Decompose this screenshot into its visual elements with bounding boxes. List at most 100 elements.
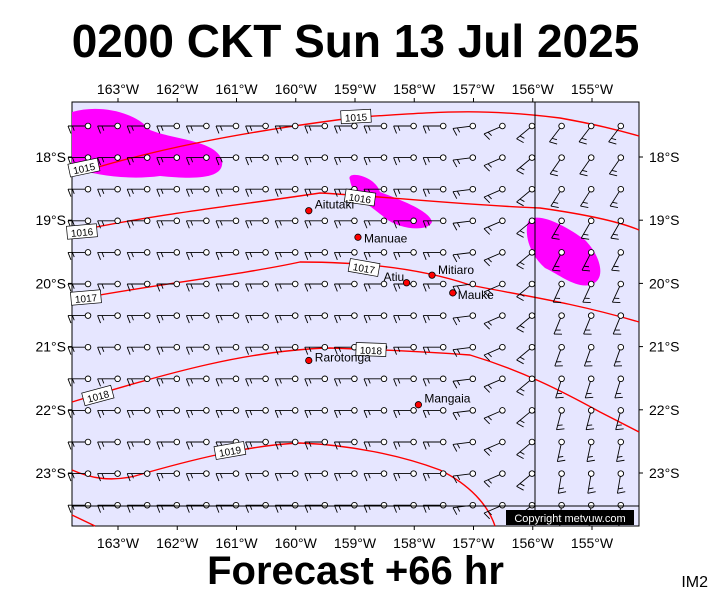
wind-barb: [67, 249, 92, 261]
isobar-line: [71, 514, 96, 527]
wind-barb: [185, 280, 210, 292]
wind-barb: [611, 249, 625, 272]
isobar-label: 1016: [343, 188, 377, 207]
wind-barb: [483, 122, 506, 140]
wind-barb: [613, 343, 625, 367]
latitude-label: 22°S: [35, 402, 66, 418]
wind-barb: [333, 249, 358, 261]
isobar-label: 1017: [347, 258, 381, 277]
wind-barb: [274, 217, 299, 229]
isobar-label-text: 1019: [218, 445, 242, 460]
wind-barbs: [67, 122, 627, 526]
place-markers: Aitutaki Manuae Mitiaro Atiu Mauke Rarotonga M…: [305, 198, 494, 409]
wind-barb: [67, 438, 92, 450]
wind-barb: [550, 185, 565, 209]
wind-barb: [156, 249, 181, 261]
wind-barb: [612, 312, 625, 335]
wind-barb: [422, 249, 447, 261]
isobar-label-text: 1017: [352, 262, 376, 277]
longitude-label: 163°W: [97, 81, 140, 97]
forecast-title: 0200 CKT Sun 13 Jul 2025: [71, 15, 640, 67]
wind-barb: [452, 312, 477, 326]
wind-barb: [274, 185, 299, 197]
longitude-label: 155°W: [571, 535, 614, 551]
longitude-label: 155°W: [571, 81, 614, 97]
wind-barb: [333, 312, 358, 324]
latitude-label: 20°S: [35, 275, 66, 291]
wind-barb: [452, 249, 477, 263]
place-name: Mauke: [458, 288, 494, 302]
wind-barb: [126, 470, 151, 482]
wind-barb: [483, 154, 506, 172]
wind-barb: [582, 280, 595, 304]
wind-barb: [452, 501, 477, 515]
wind-barb: [452, 343, 477, 357]
wind-barb: [67, 501, 92, 513]
wind-barb: [549, 154, 565, 177]
wind-barb: [304, 470, 329, 482]
place-marker: [414, 401, 422, 409]
wind-barb: [215, 343, 240, 355]
wind-barb: [611, 280, 625, 304]
wind-barb: [363, 154, 388, 166]
wind-barb: [245, 375, 269, 387]
longitude-label: 156°W: [512, 535, 555, 551]
wind-barb: [215, 470, 240, 482]
wind-barb: [516, 312, 536, 333]
place-name: Rarotonga: [315, 351, 371, 365]
wind-barb: [304, 249, 329, 261]
wind-barb: [581, 249, 595, 272]
wind-barb: [215, 185, 240, 197]
isobar-label-text: 1018: [360, 346, 383, 358]
wind-barb: [483, 312, 506, 330]
wind-barb: [97, 154, 121, 166]
wind-barb: [393, 154, 417, 166]
wind-barb: [97, 280, 121, 292]
longitude-label: 162°W: [156, 81, 199, 97]
wind-barb: [67, 185, 92, 197]
wind-barb: [552, 280, 565, 304]
wind-barb: [97, 249, 121, 261]
latitude-label: 19°S: [649, 212, 680, 228]
wind-barb: [156, 343, 181, 355]
wind-barb: [156, 470, 181, 482]
wind-barb: [97, 217, 121, 229]
wind-barb: [483, 217, 506, 235]
isobar-label-text: 1015: [72, 162, 96, 177]
wind-barb: [333, 470, 358, 482]
longitude-label: 158°W: [393, 81, 436, 97]
wind-barb: [483, 470, 506, 488]
wind-barb: [304, 501, 329, 513]
wind-barb: [97, 375, 121, 387]
wind-barb: [304, 375, 329, 387]
place-name: Mitiaro: [438, 263, 474, 277]
wind-barb: [245, 122, 269, 134]
wind-barb: [274, 249, 299, 261]
wind-barb: [156, 185, 181, 197]
wind-barb: [452, 375, 477, 389]
wind-barb: [126, 343, 151, 355]
rain-area: [349, 174, 432, 229]
wind-barb: [584, 375, 595, 399]
place-marker: [402, 279, 411, 287]
left-latitude-labels: 18°S 19°S 20°S 21°S 22°S 23°S: [35, 149, 72, 481]
wind-barb: [215, 122, 240, 134]
wind-barb: [483, 407, 506, 425]
wind-barb: [245, 154, 269, 166]
wind-barb: [67, 122, 92, 134]
wind-barb: [422, 470, 447, 482]
latitude-label: 23°S: [649, 465, 680, 481]
wind-barb: [452, 470, 477, 484]
wind-barb: [67, 312, 92, 324]
isobar-label-text: 1015: [345, 112, 368, 124]
wind-barb: [578, 122, 595, 145]
wind-barb: [126, 312, 151, 324]
wind-barb: [483, 438, 506, 456]
wind-barb: [185, 343, 210, 355]
latitude-label: 21°S: [649, 339, 680, 355]
wind-barb: [363, 312, 388, 324]
wind-barb: [126, 217, 151, 229]
wind-barb: [185, 438, 210, 450]
wind-barb: [422, 154, 447, 166]
wind-barb: [304, 122, 329, 134]
